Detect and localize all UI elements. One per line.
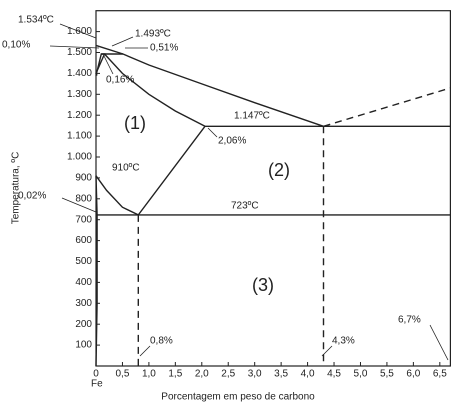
annotation: 0,02% xyxy=(18,191,46,202)
x-tick-label: 2,5 xyxy=(221,369,235,380)
y-tick-label: 200 xyxy=(75,319,92,330)
y-tick-label: 800 xyxy=(75,193,92,204)
leader-line xyxy=(103,55,114,75)
leader-line xyxy=(207,127,218,138)
phase-boundary xyxy=(95,125,206,216)
leader-line xyxy=(59,23,97,39)
annotation: (2) xyxy=(268,160,290,180)
y-tick-label: 700 xyxy=(75,214,92,225)
leader-line xyxy=(49,45,100,49)
x-tick-label: 1,5 xyxy=(168,369,182,380)
phase-boundary xyxy=(95,175,98,367)
annotation: 0,16% xyxy=(106,75,134,86)
x-tick-label: 0,5 xyxy=(115,369,129,380)
annotation: 0,8% xyxy=(150,336,173,347)
annotation: (1) xyxy=(124,113,146,133)
annotation: 1.147ºC xyxy=(234,111,270,122)
x-tick-label: 5,5 xyxy=(380,369,394,380)
x-tick-label: 0 xyxy=(93,369,99,380)
plot-frame xyxy=(95,10,451,367)
leader-line xyxy=(61,197,97,213)
leader-line xyxy=(111,36,134,47)
annotation: 1.534ºC xyxy=(18,15,54,26)
annotation: (3) xyxy=(252,275,274,295)
y-tick-label: 500 xyxy=(75,256,92,267)
annotation: 0,10% xyxy=(2,40,30,51)
x-tick-label: 1,0 xyxy=(142,369,156,380)
y-tick-label: 1.400 xyxy=(67,68,92,79)
annotation: 6,7% xyxy=(398,315,421,326)
annotation: 4,3% xyxy=(332,336,355,347)
annotation: 910ºC xyxy=(112,163,140,174)
leader-line xyxy=(139,345,151,357)
x-tick-label: 6,5 xyxy=(433,369,447,380)
x-tick-label: 3,0 xyxy=(248,369,262,380)
x-tick-label: 5,0 xyxy=(354,369,368,380)
x-axis-title: Porcentagem em peso de carbono xyxy=(161,392,315,403)
y-tick-label: 100 xyxy=(75,340,92,351)
y-axis-title: Temperatura, ºC xyxy=(11,152,22,225)
x-tick-label: 6,0 xyxy=(406,369,420,380)
leader-line xyxy=(321,345,333,357)
annotation: 2,06% xyxy=(218,136,246,147)
y-tick-label: 1.000 xyxy=(67,152,92,163)
x-tick-label: 2,0 xyxy=(195,369,209,380)
annotation: Fe xyxy=(91,379,103,390)
phase-boundary xyxy=(103,53,206,127)
y-tick-label: 900 xyxy=(75,173,92,184)
phase-boundary xyxy=(95,44,324,127)
leader-line xyxy=(429,324,449,361)
x-tick-label: 4,5 xyxy=(327,369,341,380)
y-tick-label: 600 xyxy=(75,235,92,246)
phase-boundary xyxy=(323,87,451,127)
y-tick-label: 1.300 xyxy=(67,89,92,100)
x-tick-label: 3,5 xyxy=(274,369,288,380)
y-tick-label: 300 xyxy=(75,298,92,309)
phase-boundary xyxy=(95,53,106,76)
y-tick-label: 1.200 xyxy=(67,110,92,121)
y-tick-label: 400 xyxy=(75,277,92,288)
annotation: 723ºC xyxy=(231,201,259,212)
y-tick-label: 1.100 xyxy=(67,131,92,142)
annotation: 1.493ºC xyxy=(135,29,171,40)
annotation: 0,51% xyxy=(150,43,178,54)
y-tick-label: 1.500 xyxy=(67,47,92,58)
x-tick-label: 4,0 xyxy=(301,369,315,380)
